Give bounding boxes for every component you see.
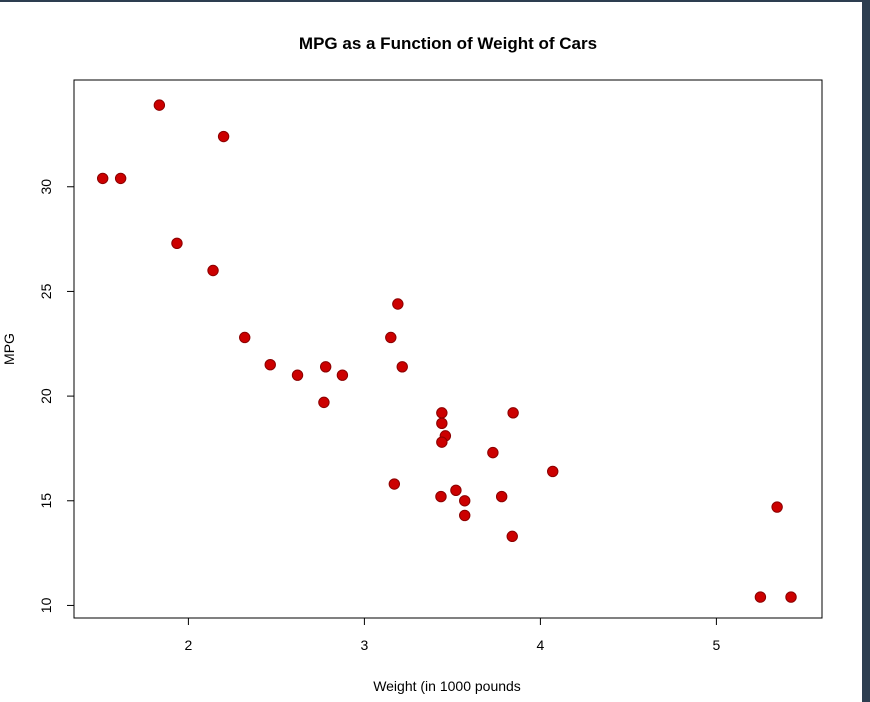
data-point: [385, 331, 397, 344]
chart-title: MPG as a Function of Weight of Cars: [299, 34, 597, 53]
data-point: [495, 490, 508, 503]
data-point: [459, 495, 471, 507]
data-point: [319, 361, 332, 373]
y-tick-label: 10: [38, 597, 54, 613]
plot-area-frame: [73, 79, 823, 619]
data-point: [547, 465, 559, 478]
y-axis-label: MPG: [1, 333, 17, 365]
y-tick-label: 20: [38, 388, 54, 404]
data-point: [114, 172, 127, 185]
data-point: [217, 130, 230, 143]
data-point: [318, 396, 330, 409]
data-point: [396, 361, 408, 373]
y-tick-label: 25: [38, 283, 54, 299]
data-point: [388, 478, 401, 490]
data-point: [506, 530, 518, 543]
x-tick-label: 4: [537, 637, 545, 653]
data-point: [207, 264, 219, 277]
x-tick-label: 3: [361, 637, 369, 653]
data-point: [291, 369, 304, 381]
data-points: [96, 99, 797, 603]
data-point: [754, 591, 767, 603]
data-point: [96, 172, 109, 185]
data-point: [436, 407, 448, 419]
x-tick-label: 5: [713, 637, 721, 653]
y-tick-label: 15: [38, 493, 54, 509]
window-top-border: [0, 0, 862, 2]
x-axis: 2 3 4 5: [185, 617, 721, 653]
window-right-border: [862, 0, 870, 702]
x-axis-label: Weight (in 1000 pounds: [373, 678, 521, 694]
data-point: [392, 298, 404, 310]
data-point: [436, 417, 448, 430]
data-point: [487, 446, 499, 459]
x-tick-label: 2: [185, 637, 193, 653]
data-point: [171, 237, 183, 249]
data-point: [459, 509, 471, 522]
data-point: [239, 331, 251, 344]
data-point: [153, 99, 166, 111]
data-point: [436, 436, 448, 448]
data-point: [264, 359, 276, 371]
data-point: [435, 490, 447, 503]
data-point: [785, 591, 797, 603]
data-point: [450, 484, 462, 497]
data-point: [336, 369, 349, 381]
y-tick-label: 30: [38, 179, 54, 195]
data-point: [771, 501, 783, 513]
data-point: [507, 407, 519, 419]
y-axis: 10 15 20 25 30: [38, 179, 75, 613]
